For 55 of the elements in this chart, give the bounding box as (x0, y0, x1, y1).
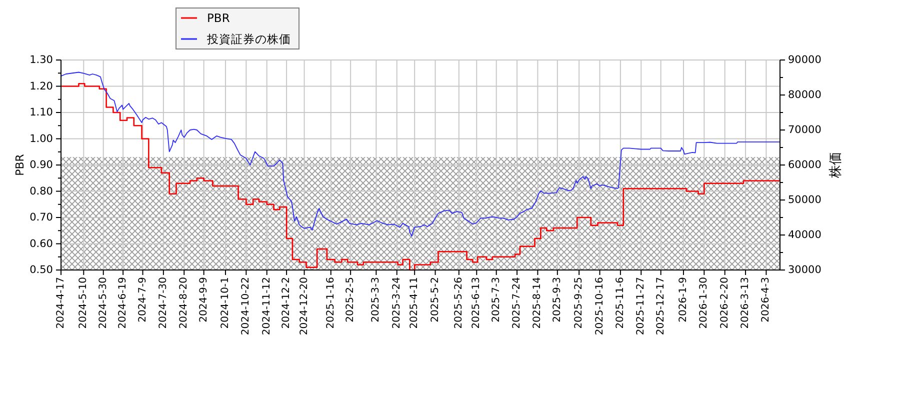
x-tick-label: 2025-7-3 (490, 277, 502, 322)
y2-tick-label: 40000 (788, 229, 822, 241)
y-tick-label: 1.30 (30, 54, 53, 66)
x-tick-label: 2025-8-14 (532, 277, 544, 329)
x-tick-label: 2025-6-13 (471, 277, 482, 329)
x-tick-label: 2024-5-30 (98, 277, 109, 329)
x-tick-label: 2026-3-13 (740, 277, 752, 329)
x-tick-label: 2026-1-30 (698, 277, 710, 329)
x-tick-label: 2024-8-20 (178, 277, 190, 329)
x-tick-label: 2024-12-2 (281, 277, 292, 329)
x-tick-label: 2025-10-16 (594, 277, 606, 336)
y2-tick-label: 80000 (788, 89, 822, 101)
y-tick-label: 0.60 (30, 238, 53, 250)
y-tick-label: 1.10 (30, 106, 53, 118)
x-tick-label: 2024-11-12 (261, 277, 272, 336)
x-tick-label: 2024-7-30 (158, 277, 169, 329)
legend-label: 投資証券の株価 (206, 32, 291, 46)
x-tick-label: 2025-3-3 (370, 277, 382, 322)
y-axis-title: PBR (14, 154, 26, 176)
y2-tick-label: 90000 (788, 54, 822, 66)
y2-tick-label: 30000 (788, 264, 822, 276)
y-tick-label: 0.70 (30, 212, 53, 224)
y2-tick-label: 50000 (788, 194, 822, 206)
y-tick-label: 1.20 (30, 80, 53, 92)
y-tick-label: 0.50 (30, 264, 53, 276)
x-tick-label: 2024-5-10 (78, 277, 90, 329)
x-tick-label: 2024-10-22 (240, 277, 252, 336)
x-tick-label: 2025-4-11 (409, 277, 420, 329)
x-tick-label: 2025-1-16 (325, 277, 336, 329)
x-tick-label: 2025-5-26 (453, 277, 464, 329)
x-tick-label: 2024-6-19 (118, 277, 129, 329)
y-tick-label: 0.80 (30, 185, 53, 198)
x-tick-label: 2025-11-27 (636, 277, 647, 336)
x-tick-label: 2026-1-9 (678, 277, 689, 322)
x-tick-label: 2024-12-20 (298, 277, 310, 336)
legend-label: PBR (207, 11, 230, 25)
x-tick-label: 2026-2-20 (719, 277, 730, 329)
x-tick-label: 2025-5-2 (430, 277, 441, 322)
x-tick-label: 2025-7-24 (512, 277, 523, 329)
x-tick-label: 2025-9-25 (574, 277, 585, 329)
x-tick-label: 2025-11-6 (614, 277, 626, 329)
x-tick-label: 2024-10-1 (220, 277, 231, 329)
x-tick-label: 2024-7-9 (137, 277, 148, 322)
y2-tick-label: 60000 (788, 159, 822, 171)
y-tick-label: 0.90 (30, 159, 53, 171)
x-tick-label: 2025-2-5 (345, 277, 356, 322)
x-tick-label: 2025-3-24 (391, 277, 402, 329)
x-tick-label: 2026-4-3 (760, 277, 772, 322)
y2-tick-label: 70000 (788, 124, 822, 136)
x-tick-label: 2024-4-17 (56, 277, 66, 329)
y2-axis-title: 株価 (828, 152, 844, 179)
x-tick-label: 2025-12-17 (655, 277, 666, 336)
x-tick-label: 2025-9-3 (552, 277, 563, 322)
x-tick-label: 2024-9-9 (198, 277, 210, 322)
y-tick-label: 1.00 (30, 132, 53, 145)
